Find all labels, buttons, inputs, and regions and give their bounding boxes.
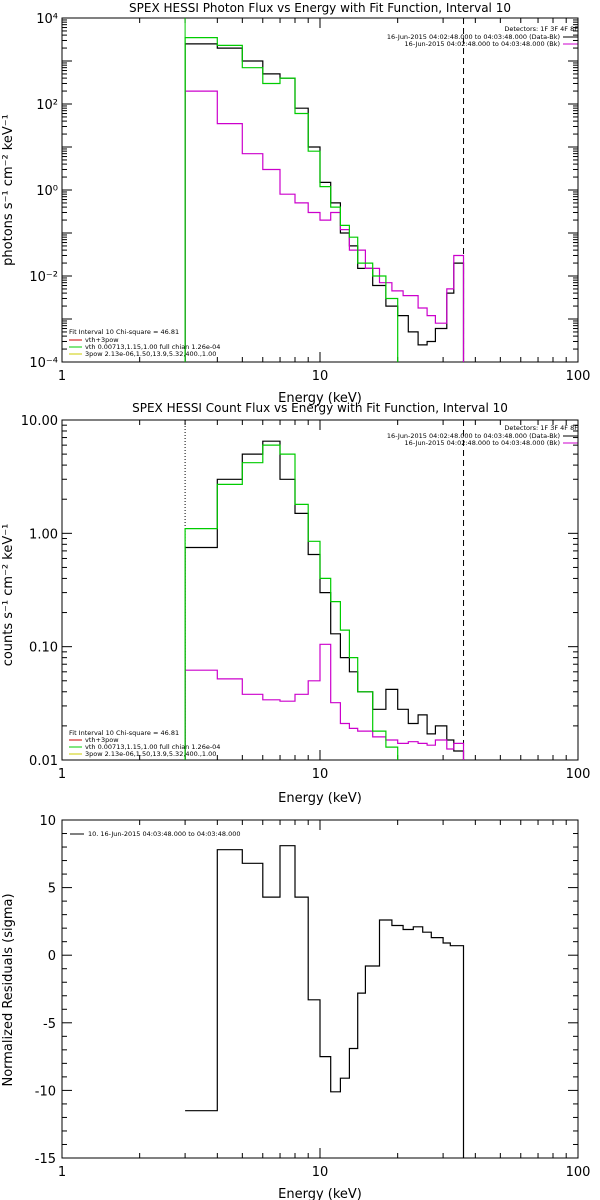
count-flux-xtick-label: 100 — [566, 767, 591, 782]
photon-flux-ytick-label: 10⁻⁴ — [29, 356, 58, 371]
residuals-ylabel: Normalized Residuals (sigma) — [1, 893, 16, 1086]
count-flux-xlabel: Energy (keV) — [278, 791, 362, 806]
photon-flux-series-vth — [184, 37, 399, 362]
count-flux-legend-top-entry-2: 16-Jun-2015 04:02:48.000 to 04:03:48.000… — [405, 439, 560, 447]
photon-flux-series-bk — [184, 90, 465, 362]
residuals-ytick-label: 5 — [48, 882, 56, 897]
photon-flux-legend-top-entry-1: 16-Jun-2015 04:02:48.000 to 04:03:48.000… — [387, 33, 560, 41]
photon-flux-legend-bottom: Fit Interval 10 Chi-square = 46.81 vth+3… — [69, 328, 220, 358]
count-flux-fit-entry-2: vth 0.00713,1.15,1.00 full chian 1.26e-0… — [85, 743, 220, 751]
residuals-ytick-label: -5 — [43, 1017, 56, 1032]
photon-flux-title: SPEX HESSI Photon Flux vs Energy with Fi… — [129, 1, 511, 15]
photon-flux-ytick-label: 10⁴ — [36, 12, 58, 27]
residuals-xtick-label: 1 — [58, 1165, 66, 1180]
count-flux-fit-entry-1: vth+3pow — [85, 736, 119, 744]
photon-flux-fit-entry-1: vth+3pow — [85, 336, 119, 344]
count-flux-ytick-label: 0.10 — [29, 641, 58, 656]
count-flux-ylabel: counts s⁻¹ cm⁻² keV⁻¹ — [1, 524, 16, 667]
photon-flux-xtick-label: 1 — [58, 369, 66, 384]
residuals-xtick-label: 10 — [312, 1165, 329, 1180]
residuals-legend-label: 10. 16-Jun-2015 04:03:48.000 to 04:03:48… — [88, 830, 240, 838]
residuals-ytick-label: 0 — [48, 949, 56, 964]
photon-flux-ytick-label: 10⁰ — [36, 184, 58, 199]
count-flux-legend-top: Detectors: 1F 3F 4F 8F 16-Jun-2015 04:02… — [387, 424, 578, 447]
photon-flux-legend-top-entry-2: 16-Jun-2015 04:02:48.000 to 04:03:48.000… — [405, 40, 560, 48]
count-flux-legend-bottom: Fit Interval 10 Chi-square = 46.81 vth+3… — [69, 729, 220, 758]
photon-flux-ylabel: photons s⁻¹ cm⁻² keV⁻¹ — [1, 114, 16, 266]
photon-flux-panel: SPEX HESSI Photon Flux vs Energy with Fi… — [1, 1, 590, 406]
photon-flux-ytick-label: 10² — [36, 98, 58, 113]
residuals-ytick-label: -15 — [35, 1152, 56, 1167]
count-flux-ytick-label: 0.01 — [29, 754, 58, 769]
residuals-series-residuals — [185, 845, 465, 1158]
count-flux-legend-bottom-header: Fit Interval 10 Chi-square = 46.81 — [69, 729, 179, 737]
count-flux-series-bk — [184, 643, 465, 760]
residuals-legend: 10. 16-Jun-2015 04:03:48.000 to 04:03:48… — [70, 830, 240, 838]
count-flux-title: SPEX HESSI Count Flux vs Energy with Fit… — [132, 401, 508, 415]
count-flux-ytick-label: 1.00 — [29, 527, 58, 542]
count-flux-panel: SPEX HESSI Count Flux vs Energy with Fit… — [1, 401, 590, 806]
residuals-panel: Energy (keV) Normalized Residuals (sigma… — [1, 814, 590, 1200]
count-flux-ytick-label: 10.00 — [21, 414, 58, 429]
count-flux-series-vth — [184, 444, 399, 760]
count-flux-xtick-label: 1 — [58, 767, 66, 782]
count-flux-xtick-label: 10 — [312, 767, 329, 782]
photon-flux-ytick-label: 10⁻² — [29, 270, 58, 285]
photon-flux-xlabel: Energy (keV) — [278, 391, 362, 406]
photon-flux-legend-top-header: Detectors: 1F 3F 4F 8F — [504, 25, 578, 33]
residuals-ytick-label: 10 — [39, 814, 56, 829]
photon-flux-fit-entry-3: 3pow 2.13e-06,1.50,13.9,5.32,400.,1.00 — [85, 350, 216, 358]
residuals-ytick-label: -10 — [35, 1084, 56, 1099]
residuals-xlabel: Energy (keV) — [278, 1187, 362, 1200]
count-flux-fit-entry-3: 3pow 2.13e-06,1.50,13.9,5.32,400.,1.00 — [85, 750, 216, 758]
photon-flux-legend-top: Detectors: 1F 3F 4F 8F 16-Jun-2015 04:02… — [387, 25, 578, 48]
count-flux-legend-top-entry-1: 16-Jun-2015 04:02:48.000 to 04:03:48.000… — [387, 432, 560, 440]
residuals-xtick-label: 100 — [566, 1165, 591, 1180]
photon-flux-fit-entry-2: vth 0.00713,1.15,1.00 full chian 1.26e-0… — [85, 343, 220, 351]
photon-flux-legend-bottom-header: Fit Interval 10 Chi-square = 46.81 — [69, 328, 179, 336]
photon-flux-xtick-label: 100 — [566, 369, 591, 384]
count-flux-series-data-bk — [184, 440, 465, 760]
count-flux-legend-top-header: Detectors: 1F 3F 4F 8F — [504, 424, 578, 432]
photon-flux-xtick-label: 10 — [312, 369, 329, 384]
photon-flux-series-data-bk — [184, 43, 465, 362]
